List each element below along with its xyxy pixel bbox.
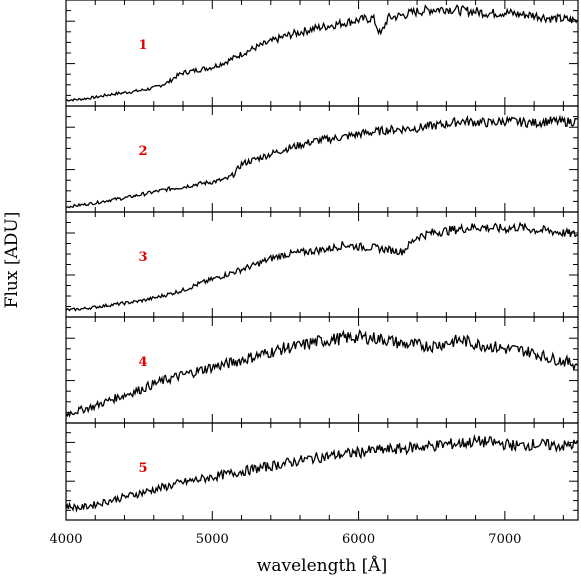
panel-frame <box>65 316 579 424</box>
panel-label-1: 1 <box>138 38 147 53</box>
spectrum-line-5 <box>65 433 579 513</box>
x-tick-label: 6000 <box>342 532 375 547</box>
spectrum-panel-2: 2 <box>65 105 579 213</box>
panel-label-2: 2 <box>138 144 147 159</box>
spectrum-line-3 <box>65 221 578 312</box>
x-axis-title: wavelength [Å] <box>257 555 387 576</box>
x-tick-label: 5000 <box>196 532 229 547</box>
spectrum-line-1 <box>65 4 578 102</box>
spectrum-line-2 <box>65 114 578 209</box>
x-tick-label: 7000 <box>488 532 521 547</box>
panel-label-3: 3 <box>138 250 147 265</box>
spectrum-panel-1: 1 <box>65 0 579 107</box>
panel-label-4: 4 <box>138 355 147 370</box>
spectrum-panel-3: 3 <box>65 211 579 318</box>
panel-label-5: 5 <box>138 461 147 476</box>
spectrum-panel-5: 5 <box>65 422 579 521</box>
panels-group: 1 2 3 4 5 <box>65 0 579 521</box>
y-axis-title: Flux [ADU] <box>2 212 22 309</box>
spectrum-line-4 <box>65 328 578 418</box>
x-tick-labels: 4000 5000 6000 7000 <box>49 532 521 547</box>
x-tick-label: 4000 <box>49 532 82 547</box>
spectrum-panel-4: 4 <box>65 316 579 424</box>
